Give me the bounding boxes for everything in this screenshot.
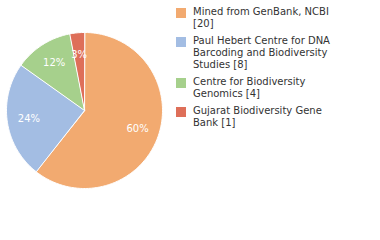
html-text:Paul Hebert Centre for DNA Bar: Paul Hebert Centre for DNA Barcoding and… [193,35,330,70]
svg-text:3%: 3% [71,49,87,60]
html-text:Gujarat Biodiversity Gene Bank: Gujarat Biodiversity Gene Bank [1] [193,105,322,128]
svg-text:12%: 12% [43,57,65,68]
html-text:Mined from GenBank, NCBI [20]: Mined from GenBank, NCBI [20] [193,6,329,29]
svg-text:60%: 60% [126,123,148,134]
svg-text:24%: 24% [18,113,40,124]
html-text:Centre for Biodiversity Genomi: Centre for Biodiversity Genomics [4] [193,76,306,99]
